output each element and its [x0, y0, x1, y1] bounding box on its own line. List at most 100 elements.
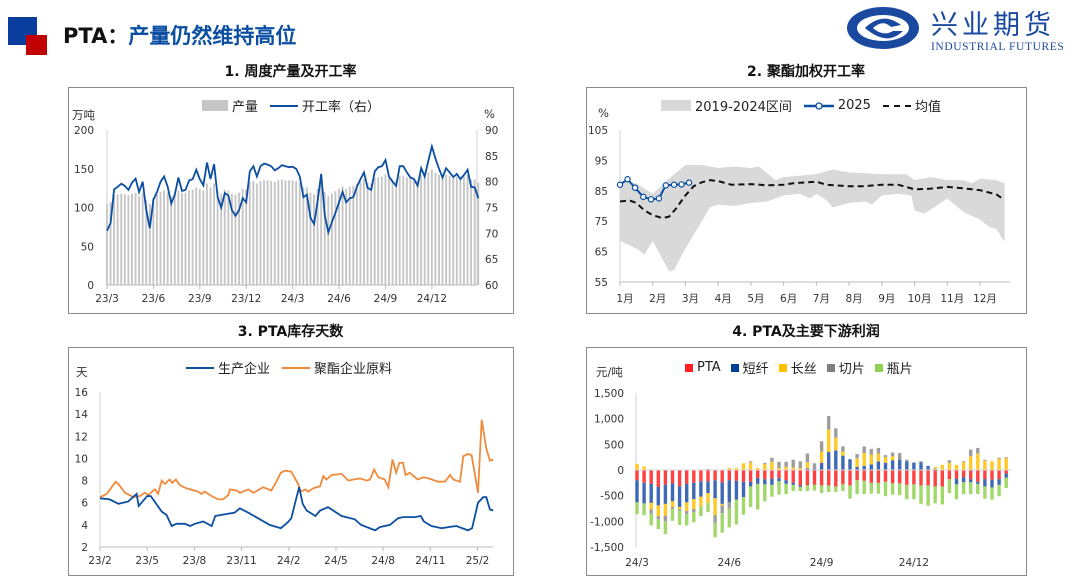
profit-bar-bottle	[1004, 477, 1008, 488]
production-bar	[459, 178, 462, 285]
profit-bar-pta	[663, 470, 668, 485]
profit-bar-bottle	[890, 483, 895, 495]
y-tick-label-right: 70	[485, 228, 498, 240]
profit-bar-pta	[692, 470, 696, 483]
profit-bar-pta	[685, 470, 689, 484]
production-bar	[377, 177, 380, 285]
profit-bar-pta	[954, 470, 959, 479]
profit-bar-filament	[791, 467, 795, 470]
production-bar	[116, 194, 119, 285]
legend-label: 2019-2024区间	[695, 100, 792, 115]
profit-bar-chip	[997, 457, 1001, 459]
production-bar	[334, 191, 337, 285]
y-tick-label: -1,500	[590, 542, 624, 554]
profit-bar-psf	[741, 481, 746, 498]
profit-bar-psf	[869, 464, 873, 470]
profit-bar-chip	[898, 453, 902, 460]
profit-bar-filament	[656, 505, 660, 517]
y-tick-label: -500	[600, 491, 624, 503]
profit-bar-filament	[876, 453, 881, 462]
profit-bar-bottle	[663, 521, 668, 535]
legend-item-rate: 开工率（右）	[270, 96, 380, 115]
x-tick-label: 5月	[747, 293, 764, 305]
production-bar	[277, 180, 280, 285]
legend-swatch-marker-line	[803, 101, 834, 110]
y-tick-label: 4	[81, 520, 88, 532]
x-tick-label: 24/11	[415, 555, 445, 567]
profit-bar-pta	[649, 470, 653, 484]
legend-label: 开工率（右）	[302, 100, 381, 115]
profit-bar-psf	[763, 479, 767, 485]
production-bar	[313, 194, 315, 285]
profit-bar-filament	[947, 462, 952, 470]
production-bar	[473, 179, 476, 285]
profit-bar-bottle	[741, 497, 746, 515]
production-bar	[166, 192, 169, 285]
profit-bar-pta	[798, 470, 802, 486]
production-bar	[402, 175, 405, 285]
profit-bar-bottle	[848, 485, 852, 499]
x-tick-label: 23/11	[226, 555, 256, 567]
profit-bar-chip	[720, 505, 724, 514]
profit-bar-chip	[784, 461, 788, 467]
production-bar	[434, 172, 437, 285]
legend-label: 瓶片	[886, 362, 913, 377]
profit-bar-psf	[635, 480, 639, 503]
production-bar	[252, 181, 255, 285]
production-bar	[438, 174, 440, 285]
profit-bar-bottle	[748, 486, 753, 507]
profit-bar-psf	[876, 461, 881, 470]
profit-bar-bottle	[720, 513, 724, 533]
production-bar	[388, 178, 390, 285]
point-2025	[662, 182, 670, 189]
y-tick-label-right: 65	[485, 254, 498, 266]
profit-bar-psf	[706, 481, 710, 494]
y-tick-label: 16	[75, 387, 89, 399]
profit-bar-filament	[734, 467, 739, 470]
production-bar	[441, 177, 444, 285]
profit-bar-pta	[720, 470, 724, 483]
production-bar	[248, 181, 251, 285]
y-tick-label: 2	[81, 542, 88, 554]
production-bar	[291, 180, 294, 285]
x-tick-label: 24/3	[281, 293, 305, 305]
production-bar	[327, 195, 330, 285]
x-tick-label: 24/12	[899, 557, 929, 569]
profit-bar-pta	[763, 470, 767, 480]
profit-bar-filament	[685, 502, 689, 512]
production-bar	[170, 196, 173, 285]
profit-bar-psf	[862, 465, 866, 470]
y-tick-label: 95	[595, 155, 608, 167]
point-2025	[655, 195, 663, 202]
profit-bar-filament	[933, 466, 937, 469]
y-tick-label-right: 60	[485, 280, 498, 292]
production-bar	[395, 180, 398, 285]
x-tick-label: 6月	[780, 293, 797, 305]
profit-bar-chip	[855, 454, 859, 459]
x-tick-label: 11月	[940, 293, 964, 305]
profit-bar-chip	[706, 468, 710, 470]
profit-bar-chip	[890, 452, 895, 457]
legend-label: 切片	[838, 362, 865, 377]
production-bar	[216, 191, 219, 285]
profit-bar-psf	[649, 483, 653, 503]
profit-bar-pta	[699, 470, 703, 482]
production-bar	[409, 178, 412, 285]
profit-bar-filament	[756, 467, 760, 470]
profit-bar-pta	[926, 470, 930, 486]
profit-bar-bottle	[770, 484, 774, 497]
x-tick-label: 8月	[845, 293, 862, 305]
profit-bar-psf	[663, 484, 668, 504]
chart4-title: 4. PTA及主要下游利润	[732, 324, 880, 340]
production-bar	[130, 193, 133, 285]
y-tick-label: 75	[595, 216, 608, 228]
x-tick-label: 24/6	[718, 557, 742, 569]
production-bar	[145, 199, 148, 285]
profit-bar-psf	[748, 481, 753, 487]
legend-item-pta: PTA	[685, 360, 721, 375]
profit-bar-bottle	[699, 506, 703, 517]
production-bar	[159, 192, 162, 285]
mean-line	[619, 179, 1006, 220]
production-bar	[213, 183, 215, 285]
production-bar	[113, 195, 116, 285]
